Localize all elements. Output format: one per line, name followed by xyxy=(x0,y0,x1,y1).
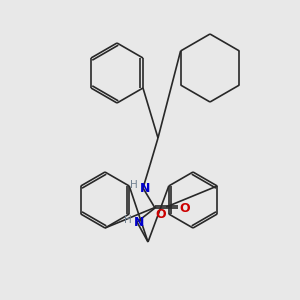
Text: O: O xyxy=(180,202,190,214)
Text: O: O xyxy=(156,208,167,221)
Text: H: H xyxy=(124,215,132,225)
Text: H: H xyxy=(130,180,138,190)
Text: N: N xyxy=(140,182,150,194)
Text: N: N xyxy=(134,215,144,229)
